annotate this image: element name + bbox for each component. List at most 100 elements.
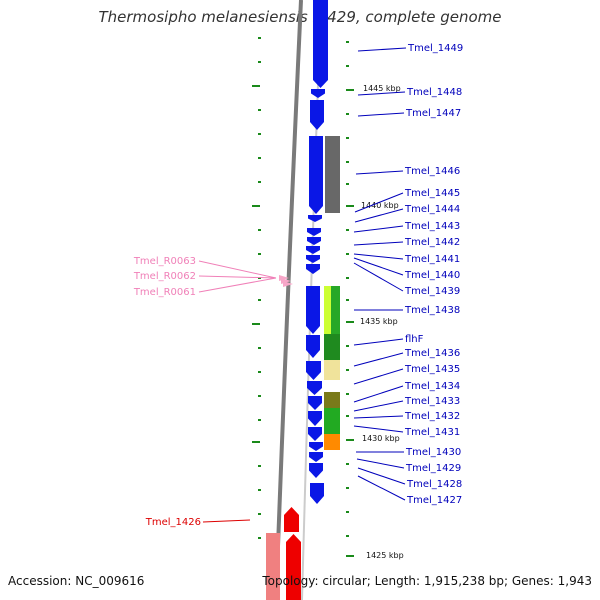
gene-arrow[interactable] xyxy=(306,246,320,254)
leader-line xyxy=(198,277,277,293)
gene-label[interactable]: Tmel_1444 xyxy=(404,204,460,215)
inner-tick xyxy=(258,419,261,421)
inner-tick xyxy=(258,537,261,539)
gene-label[interactable]: Tmel_1435 xyxy=(404,364,460,375)
leader-line xyxy=(354,208,404,223)
topology-text: Topology: circular; Length: 1,915,238 bp… xyxy=(262,574,592,588)
outer-tick xyxy=(346,535,349,537)
outer-tick xyxy=(346,277,349,279)
gene-arrow[interactable] xyxy=(284,507,299,532)
inner-tick xyxy=(258,489,261,491)
outer-tick xyxy=(346,369,349,371)
gene-label[interactable]: Tmel_1434 xyxy=(404,381,460,392)
gene-arrow[interactable] xyxy=(308,411,322,426)
gene-arrow[interactable] xyxy=(306,264,320,274)
gene-label[interactable]: Tmel_1441 xyxy=(404,254,460,265)
cog-block xyxy=(325,136,340,213)
rna-gene-label[interactable]: Tmel_R0062 xyxy=(133,271,196,282)
kbp-label: 1440 kbp xyxy=(361,201,399,210)
gene-label[interactable]: Tmel_1431 xyxy=(404,427,460,438)
outer-tick xyxy=(346,229,349,231)
leader-line xyxy=(353,368,404,385)
gene-label[interactable]: Tmel_1429 xyxy=(405,463,461,474)
gene-arrow[interactable] xyxy=(308,396,322,410)
rna-gene-label[interactable]: Tmel_R0063 xyxy=(133,256,196,267)
gene-arrow[interactable] xyxy=(308,427,322,441)
cog-block xyxy=(324,392,340,408)
gene-label[interactable]: Tmel_1433 xyxy=(404,396,460,407)
gene-arrow[interactable] xyxy=(306,255,320,263)
gene-track xyxy=(279,0,328,600)
rna-gene[interactable] xyxy=(283,281,293,287)
cog-block xyxy=(324,360,340,380)
inner-tick xyxy=(258,37,261,39)
gene-arrow[interactable] xyxy=(309,452,323,462)
outer-tick xyxy=(346,321,354,323)
leader-line xyxy=(353,241,404,246)
gene-arrow[interactable] xyxy=(309,463,323,478)
gene-arrow[interactable] xyxy=(311,89,325,98)
leader-line xyxy=(353,415,404,419)
gene-label[interactable]: Tmel_1442 xyxy=(404,237,460,248)
leader-line xyxy=(353,262,404,292)
leader-line xyxy=(355,170,404,175)
gene-label[interactable]: Tmel_1432 xyxy=(404,411,460,422)
gene-label[interactable]: Tmel_1436 xyxy=(404,348,460,359)
kbp-label: 1445 kbp xyxy=(363,84,401,93)
outer-tick xyxy=(346,463,349,465)
leader-line xyxy=(357,91,406,96)
gene-arrow[interactable] xyxy=(310,100,324,130)
kbp-label: 1430 kbp xyxy=(362,434,400,443)
leader-line xyxy=(357,475,406,501)
inner-tick xyxy=(252,85,260,87)
cog-block-reverse xyxy=(266,533,280,600)
gene-arrow[interactable] xyxy=(307,237,321,245)
gene-arrow[interactable] xyxy=(306,335,320,358)
outer-tick xyxy=(346,487,349,489)
inner-tick xyxy=(258,253,261,255)
leader-line xyxy=(353,253,404,260)
gene-label[interactable]: Tmel_1446 xyxy=(404,166,460,177)
gene-arrow[interactable] xyxy=(286,534,301,600)
gene-label[interactable]: Tmel_1447 xyxy=(405,108,461,119)
leader-line xyxy=(353,338,404,346)
inner-tick xyxy=(252,205,260,207)
reverse-gene-label[interactable]: Tmel_1426 xyxy=(145,517,201,528)
gene-arrow[interactable] xyxy=(307,381,322,395)
gene-arrow[interactable] xyxy=(306,361,321,380)
leader-line xyxy=(353,385,404,403)
gene-arrow[interactable] xyxy=(309,442,323,451)
gene-label[interactable]: Tmel_1445 xyxy=(404,188,460,199)
outer-tick xyxy=(346,205,354,207)
leader-line xyxy=(353,400,404,412)
inner-tick xyxy=(258,395,261,397)
leader-line xyxy=(198,275,277,279)
outer-tick xyxy=(346,137,349,139)
gene-arrow[interactable] xyxy=(307,228,321,236)
gene-arrow[interactable] xyxy=(309,136,323,214)
gene-label[interactable]: Tmel_1439 xyxy=(404,286,460,297)
inner-tick xyxy=(258,181,261,183)
rna-gene-label[interactable]: Tmel_R0061 xyxy=(133,287,196,298)
gene-labels[interactable]: Tmel_1449 Tmel_1448 Tmel_1447 Tmel_1446 Tmel… xyxy=(133,43,463,528)
gene-label[interactable]: Tmel_1428 xyxy=(406,479,462,490)
leader-line xyxy=(354,192,404,213)
gene-label[interactable]: Tmel_1427 xyxy=(406,495,462,506)
gene-arrow[interactable] xyxy=(306,286,320,334)
gene-label[interactable]: Tmel_1430 xyxy=(405,447,461,458)
gene-label[interactable]: Tmel_1440 xyxy=(404,270,460,281)
gene-arrow[interactable] xyxy=(313,0,328,88)
leader-line xyxy=(357,467,406,485)
gene-label[interactable]: Tmel_1443 xyxy=(404,221,460,232)
gene-label[interactable]: Tmel_1438 xyxy=(404,305,460,316)
gene-arrow[interactable] xyxy=(308,215,322,222)
accession-text: Accession: NC_009616 xyxy=(8,574,145,588)
gene-label[interactable]: flhF xyxy=(405,334,424,345)
gene-label[interactable]: Tmel_1448 xyxy=(406,87,462,98)
backbone-ring xyxy=(274,0,303,600)
gene-arrow[interactable] xyxy=(310,483,324,504)
gene-label[interactable]: Tmel_1449 xyxy=(407,43,463,54)
outer-tick xyxy=(346,555,354,557)
leader-lines xyxy=(198,47,407,523)
outer-tick xyxy=(346,511,349,513)
